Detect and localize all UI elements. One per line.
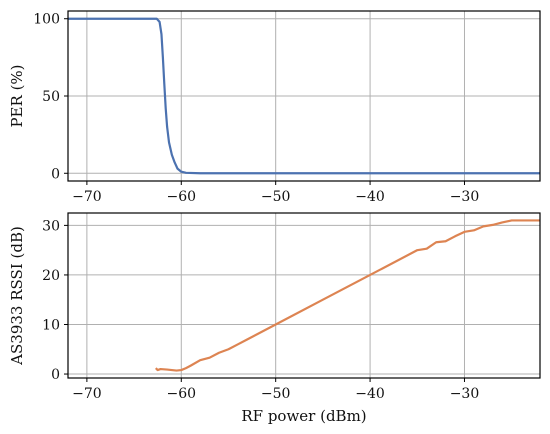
rssi-plot-frame: [67, 212, 541, 379]
per-x-tick-label: −50: [261, 189, 291, 205]
rssi-x-tick-label: −50: [261, 386, 291, 402]
per-x-tick-label: −70: [72, 189, 102, 205]
rssi-x-tick-label: −40: [355, 386, 385, 402]
rssi-chart: −70 −60 −50 −40 −30 0 10 20 30 AS3933 RSSI (dB) RF…: [8, 212, 541, 425]
per-x-tick-label: −30: [450, 189, 480, 205]
rssi-series-line: [154, 219, 540, 372]
per-y-tick-label: 50: [42, 89, 60, 105]
rssi-y-tick-label: 0: [51, 367, 60, 383]
per-y-tick-label: 100: [33, 12, 60, 28]
per-x-tick-label: −60: [167, 189, 197, 205]
rssi-y-tick-label: 10: [42, 317, 60, 333]
per-x-tick-label: −40: [355, 189, 385, 205]
per-y-axis-label: PER (%): [8, 64, 26, 127]
per-chart: −70 −60 −50 −40 −30 0 50 100 PER (%): [8, 10, 541, 205]
per-y-tick-label: 0: [51, 166, 60, 182]
rssi-y-tick-label: 20: [42, 268, 60, 284]
rssi-x-tick-label: −70: [72, 386, 102, 402]
rssi-x-tick-label: −30: [450, 386, 480, 402]
per-series-line: [68, 17, 540, 175]
rssi-x-axis-label: RF power (dBm): [241, 407, 366, 425]
rssi-x-tick-label: −60: [167, 386, 197, 402]
rssi-y-tick-label: 30: [42, 218, 60, 234]
rssi-y-axis-label: AS3933 RSSI (dB): [8, 226, 26, 366]
